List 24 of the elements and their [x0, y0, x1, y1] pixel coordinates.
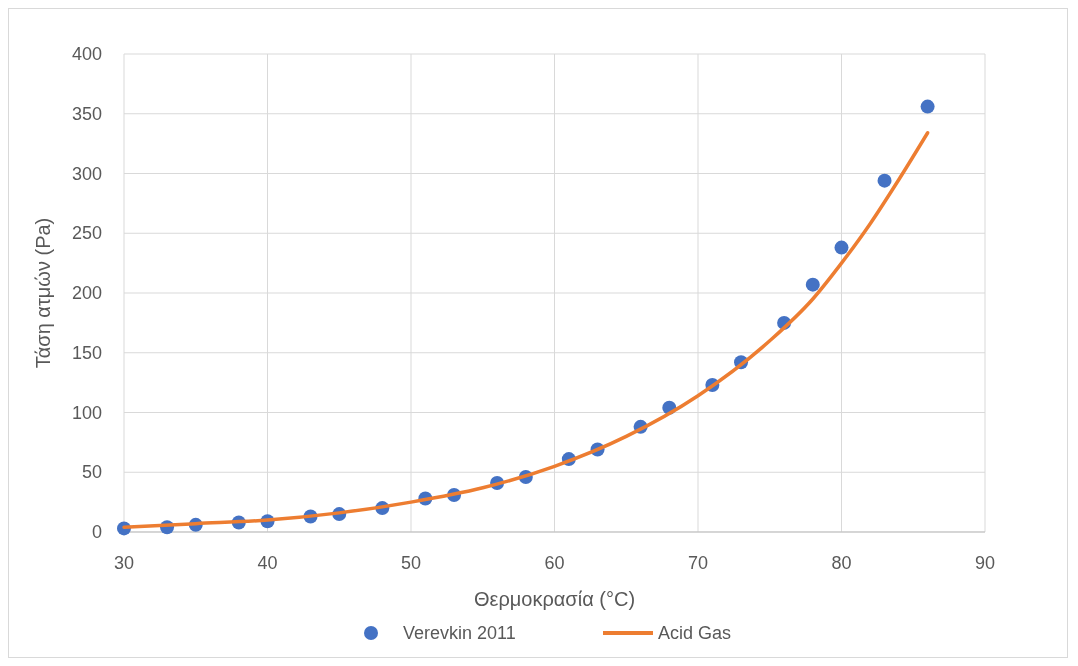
x-axis-title: Θερμοκρασία (°C) — [473, 588, 636, 610]
x-tick-label: 40 — [257, 553, 278, 573]
y-tick-label: 50 — [81, 462, 102, 483]
y-axis-title: Τάση ατμών (Pa) — [32, 217, 54, 369]
y-tick-label: 150 — [71, 342, 102, 363]
point — [805, 277, 820, 292]
y-tick-label: 200 — [71, 283, 102, 303]
point — [920, 99, 935, 114]
point — [834, 240, 849, 255]
x-tick-label: 90 — [974, 553, 996, 573]
x-tick-label: 30 — [113, 553, 135, 573]
x-tick-label: 50 — [400, 553, 422, 573]
y-tick-label: 350 — [71, 103, 102, 124]
y-tick-label: 100 — [71, 402, 102, 423]
x-tick-label: 60 — [544, 553, 565, 573]
x-tick-label: 70 — [687, 553, 709, 573]
legend-label: Verevkin 2011 — [403, 623, 516, 643]
y-tick-label: 0 — [91, 522, 102, 542]
y-tick-label: 250 — [71, 223, 102, 244]
y-tick-label: 300 — [71, 163, 102, 184]
point — [877, 173, 892, 188]
legend-label: Acid Gas — [658, 623, 732, 643]
x-tick-label: 80 — [831, 553, 852, 573]
y-tick-label: 400 — [71, 44, 102, 64]
